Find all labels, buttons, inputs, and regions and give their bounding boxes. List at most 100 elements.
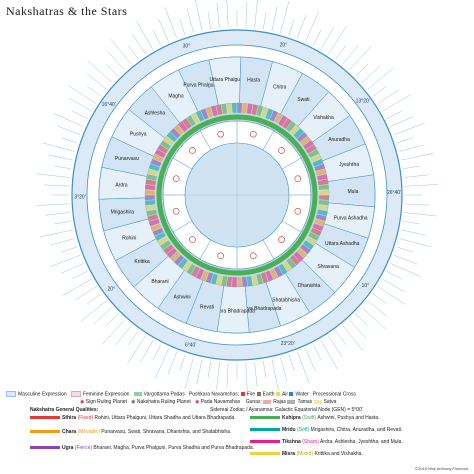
star-line — [342, 44, 359, 65]
star-line — [152, 30, 161, 46]
star-line — [40, 229, 73, 237]
star-line — [110, 38, 132, 65]
star-line — [128, 330, 139, 345]
nakshatra-label: Anuradha — [328, 137, 350, 143]
star-line — [44, 184, 70, 187]
star-line — [404, 174, 429, 178]
star-line — [372, 293, 387, 304]
star-line — [280, 0, 290, 33]
star-line — [216, 3, 220, 28]
star-line — [179, 354, 186, 372]
legend-vargottama: Vargottama Padas — [143, 391, 185, 398]
nakshatra-label: Mrigashira — [111, 209, 135, 215]
legend-satva: Satva — [323, 399, 337, 405]
star-line — [87, 60, 113, 83]
star-line — [115, 325, 132, 346]
tikshna-bar — [250, 440, 280, 444]
star-line — [102, 319, 125, 345]
star-line — [75, 286, 97, 301]
degree-label: 23°20' — [281, 341, 295, 347]
degree-label: 3°20' — [74, 195, 85, 201]
quality-mridu: Mridu (Soft) Mrigashira, Chitra, Anuradh… — [250, 427, 402, 433]
star-line — [226, 362, 229, 388]
star-line — [288, 354, 295, 372]
sign-glyph-icon — [278, 236, 285, 243]
star-line — [36, 203, 70, 206]
degree-label: 16°40' — [102, 102, 116, 108]
degree-label: 6°40' — [185, 342, 196, 348]
star-line — [297, 351, 310, 383]
qualities-title: Nakshatra General Qualities: — [30, 407, 99, 413]
star-line — [288, 18, 295, 36]
star-line — [68, 85, 97, 104]
star-line — [305, 348, 316, 372]
quality-chara: Chara (Movable) Punarvasu, Swati, Shrava… — [30, 429, 231, 435]
legend-earth: Earth — [262, 391, 275, 398]
sign-ruler-icon: ◉ — [80, 399, 85, 405]
star-line — [377, 286, 406, 305]
legend-pushkara: Pushkara Navamshas: — [188, 391, 240, 398]
sign-glyph-icon — [172, 175, 180, 182]
degree-label: 30° — [183, 44, 191, 50]
kshipra-bar — [250, 416, 280, 420]
star-line — [45, 212, 70, 216]
sign-divider — [172, 157, 193, 170]
star-line — [401, 153, 434, 161]
star-line — [404, 203, 430, 206]
legend-gunas: Gunas: — [245, 399, 262, 405]
star-line — [349, 45, 372, 71]
legend-air: Air — [281, 391, 289, 398]
star-line — [355, 313, 368, 326]
star-line — [87, 293, 102, 304]
sign-glyph-icon — [250, 252, 257, 260]
nakshatra-label: Chitra — [273, 84, 287, 90]
nakshatra-label: Dhanishta — [298, 283, 321, 289]
sign-divider — [281, 220, 302, 233]
nakshatra-label: Purva Bhadrapada — [240, 306, 282, 312]
star-line — [320, 27, 334, 50]
pada-segment — [318, 184, 330, 191]
nakshatra-label: Pushya — [130, 132, 147, 138]
star-line — [355, 64, 368, 77]
nakshatra-label: Shravana — [317, 264, 339, 270]
nakshatra-label: Magha — [168, 94, 184, 100]
degree-label: 13°20' — [356, 98, 370, 104]
star-line — [305, 11, 319, 42]
star-line — [127, 335, 146, 364]
star-line — [42, 142, 75, 152]
legend-nak-ruler: Nakshatra Ruling Planet — [136, 399, 191, 405]
star-line — [131, 33, 146, 55]
sign-divider — [281, 157, 302, 170]
star-line — [72, 271, 88, 280]
star-line — [402, 165, 420, 169]
star-line — [361, 307, 387, 330]
star-line — [158, 18, 169, 42]
star-line — [297, 14, 307, 39]
legend-fire: Fire — [246, 391, 256, 398]
star-line — [361, 65, 381, 83]
star-line — [56, 125, 81, 135]
star-line — [48, 154, 73, 161]
nakshatra-wheel: Ashwini Bharani Krittika Rohini Mrigashira Ar… — [36, 0, 438, 390]
star-line — [313, 344, 322, 360]
quality-ugra: Ugra (Fierce) Bharani, Magha, Purva Phal… — [30, 445, 254, 451]
nakshatra-label: Vishakha — [313, 115, 334, 121]
star-line — [60, 137, 78, 144]
pada-segment — [241, 276, 248, 288]
legend-row-rulers: ◉ Sign Ruling Planet ◉ Nakshatra Ruling … — [80, 399, 336, 405]
star-line — [106, 313, 119, 326]
chara-bar — [30, 430, 60, 434]
star-line — [386, 271, 402, 280]
ugra-bar — [30, 446, 60, 450]
star-line — [62, 278, 92, 296]
air-swatch — [275, 392, 280, 396]
degree-label: 20° — [108, 286, 116, 292]
satva-swatch — [313, 399, 322, 404]
nakshatra-label: Ardra — [115, 182, 127, 188]
star-line — [313, 30, 322, 46]
star-line — [328, 335, 343, 357]
pada-segment — [144, 199, 156, 206]
pada-segment — [226, 102, 233, 114]
star-line — [86, 73, 107, 90]
water-swatch — [289, 392, 294, 396]
